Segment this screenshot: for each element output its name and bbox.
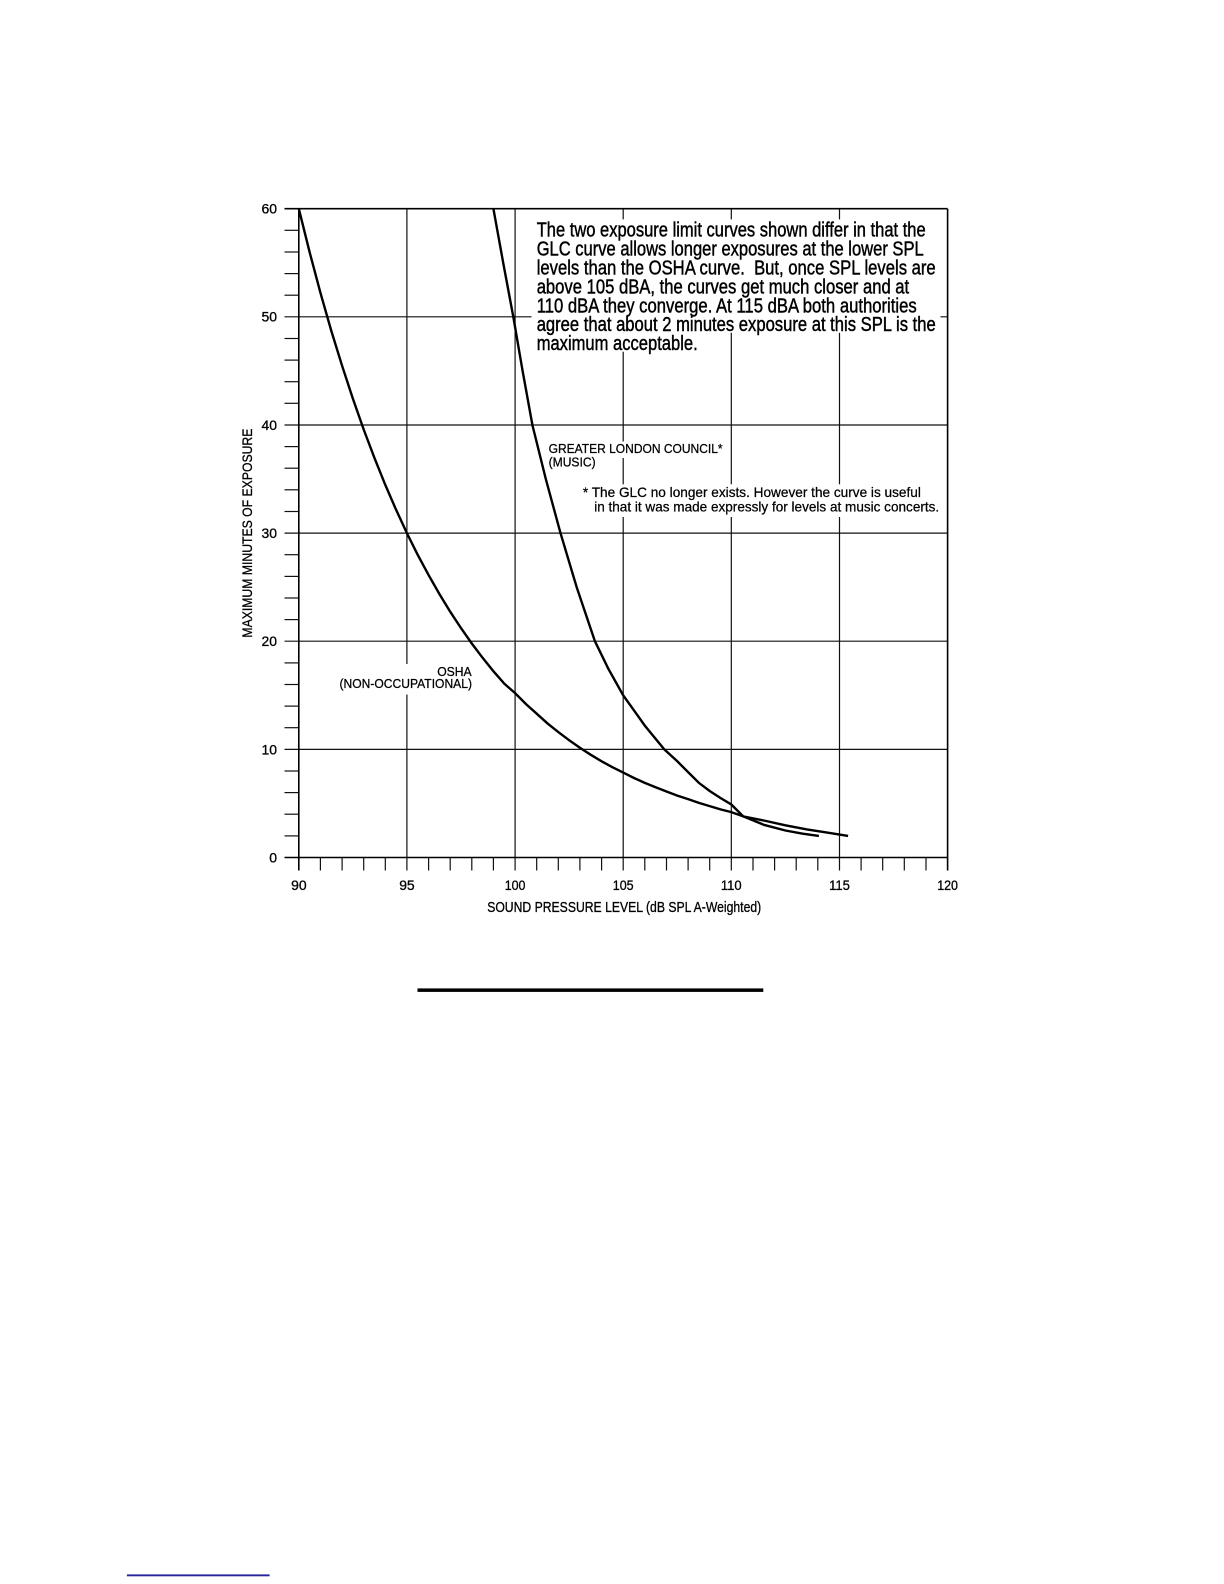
svg-text:10: 10 — [262, 741, 278, 757]
svg-text:0: 0 — [269, 849, 277, 865]
svg-text:110 dBA they converge. At 115: 110 dBA they converge. At 115 dBA both a… — [537, 295, 917, 317]
svg-text:(NON-OCCUPATIONAL): (NON-OCCUPATIONAL) — [340, 677, 473, 691]
svg-text:40: 40 — [262, 417, 278, 433]
svg-text:OSHA: OSHA — [437, 665, 472, 679]
svg-text:levels than the OSHA curve. B: levels than the OSHA curve. But, once SP… — [537, 258, 936, 280]
svg-text:60: 60 — [262, 201, 278, 217]
svg-text:(MUSIC): (MUSIC) — [549, 455, 596, 469]
svg-text:* The GLC no longer exists. Ho: * The GLC no longer exists. However the … — [583, 485, 921, 500]
svg-text:agree that about 2 minutes exp: agree that about 2 minutes exposure at t… — [537, 314, 936, 336]
svg-text:120: 120 — [937, 877, 958, 893]
svg-text:110: 110 — [721, 877, 742, 893]
svg-text:above 105 dBA, the curves get: above 105 dBA, the curves get much close… — [537, 276, 910, 298]
svg-text:GREATER LONDON COUNCIL*: GREATER LONDON COUNCIL* — [549, 442, 723, 456]
svg-text:The two exposure limit curves: The two exposure limit curves shown diff… — [537, 220, 926, 242]
svg-text:30: 30 — [262, 525, 278, 541]
svg-text:100: 100 — [505, 877, 526, 893]
svg-text:20: 20 — [262, 633, 278, 649]
svg-text:105: 105 — [613, 877, 634, 893]
svg-text:115: 115 — [829, 877, 850, 893]
svg-text:SOUND PRESSURE LEVEL (dB SPL A: SOUND PRESSURE LEVEL (dB SPL A-Weighted) — [487, 900, 761, 916]
svg-text:maximum acceptable.: maximum acceptable. — [537, 333, 698, 355]
svg-text:90: 90 — [291, 877, 307, 893]
svg-text:MAXIMUM MINUTES OF EXPOSURE: MAXIMUM MINUTES OF EXPOSURE — [240, 429, 256, 638]
svg-text:GLC curve allows longer exposu: GLC curve allows longer exposures at the… — [537, 239, 924, 261]
svg-text:50: 50 — [262, 309, 278, 325]
svg-text:in that it was made expressly: in that it was made expressly for levels… — [594, 500, 939, 515]
svg-text:95: 95 — [399, 877, 415, 893]
